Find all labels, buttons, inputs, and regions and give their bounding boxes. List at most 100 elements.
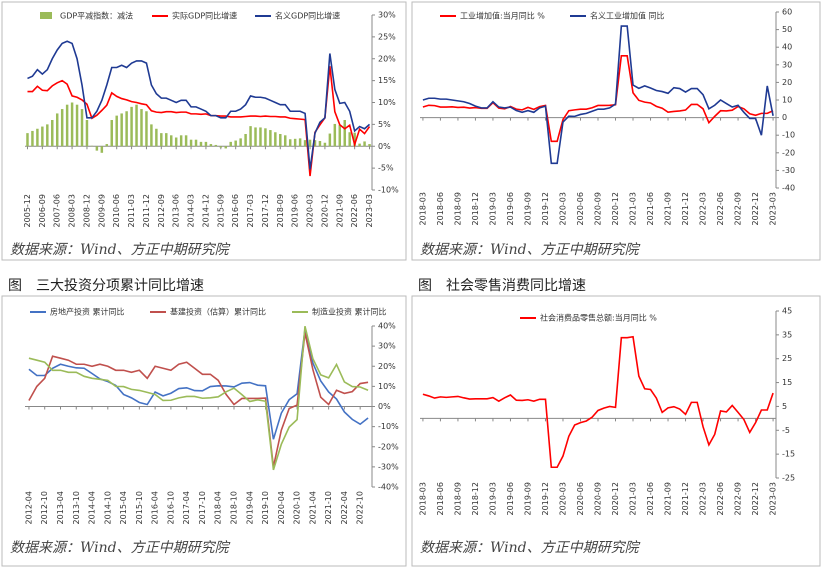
panel-frame: [411, 295, 821, 567]
x-tick-label: 2021-10: [324, 491, 333, 524]
bar: [65, 104, 69, 147]
line: [422, 25, 774, 165]
x-tick-label: 2012-10: [40, 491, 49, 524]
bar: [174, 137, 178, 147]
x-tick-label: 2012-09: [157, 194, 166, 227]
bar: [60, 109, 64, 147]
bar: [150, 124, 153, 147]
y-tick-label: 45: [782, 307, 792, 316]
bar: [169, 135, 173, 147]
y-tick-label: 25: [782, 354, 792, 363]
x-tick-label: 2015-10: [135, 491, 144, 524]
x-tick-label: 2022-09: [734, 482, 743, 515]
bar: [298, 138, 302, 147]
bar: [145, 111, 148, 147]
legend-label: 工业增加值:当月同比 %: [460, 11, 545, 21]
y-tick-label: 20%: [378, 54, 396, 63]
y-tick-label: -30%: [378, 462, 399, 471]
bar: [358, 143, 361, 147]
y-tick-label: 0%: [378, 142, 391, 151]
x-tick-label: 2019-12: [541, 192, 550, 225]
x-tick-label: 2018-06: [436, 482, 445, 515]
bar: [41, 126, 44, 147]
bar: [269, 130, 272, 147]
bar: [214, 144, 218, 147]
y-tick-label: -10%: [378, 186, 399, 195]
bar: [189, 139, 193, 147]
x-tick-label: 2023-03: [769, 192, 778, 225]
x-tick-label: 2009-09: [97, 194, 106, 227]
x-tick-label: 2015-09: [216, 194, 225, 227]
bar: [254, 127, 257, 147]
bar: [194, 139, 198, 147]
y-tick-label: -40: [782, 184, 795, 193]
x-tick-label: 2018-10: [229, 491, 238, 524]
x-tick-label: 2021-03: [629, 482, 638, 515]
y-tick-label: -30: [782, 166, 795, 175]
x-tick-label: 2006-09: [38, 194, 47, 227]
x-tick-label: 2021-12: [681, 482, 690, 515]
x-tick-label: 2019-04: [245, 491, 254, 524]
bar: [239, 138, 242, 147]
bar: [184, 135, 188, 147]
bar: [368, 144, 371, 147]
x-tick-label: 2022-09: [734, 192, 743, 225]
bar: [274, 132, 277, 147]
x-tick-label: 2011-03: [127, 194, 136, 227]
x-tick-label: 2018-06: [436, 192, 445, 225]
bar: [219, 146, 223, 148]
y-tick-label: 30%: [378, 11, 396, 20]
bar: [51, 120, 54, 147]
bar: [279, 134, 282, 147]
x-tick-label: 2016-10: [166, 491, 175, 524]
x-tick-label: 2022-12: [751, 482, 760, 515]
legend-label: 基建投资（估算）累计同比: [170, 307, 266, 317]
x-tick-label: 2020-12: [611, 482, 620, 515]
y-tick-label: 40: [782, 43, 792, 52]
x-tick-label: 2015-04: [119, 491, 128, 524]
bar: [288, 139, 292, 147]
x-tick-label: 2022-06: [716, 482, 725, 515]
x-tick-label: 2014-03: [187, 194, 196, 227]
x-tick-label: 2017-03: [246, 194, 255, 227]
x-tick-label: 2018-12: [471, 482, 480, 515]
x-tick-label: 2022-03: [699, 482, 708, 515]
y-tick-label: 15: [782, 378, 792, 387]
bar: [249, 126, 252, 147]
x-tick-label: 2014-12: [201, 194, 210, 227]
x-tick-label: 2020-09: [594, 482, 603, 515]
x-tick-label: 2023-03: [365, 194, 374, 227]
source-note: 数据来源：Wind、方正中期研究院: [10, 540, 231, 556]
bar: [363, 141, 366, 147]
bar: [234, 140, 237, 147]
bar: [343, 120, 346, 147]
x-tick-label: 2019-03: [488, 482, 497, 515]
y-tick-label: 10%: [378, 382, 396, 391]
bar: [135, 104, 138, 147]
panel-frame: [1, 1, 407, 261]
x-tick-label: 2013-10: [72, 491, 81, 524]
bar: [120, 113, 123, 147]
y-tick-label: 10: [782, 96, 792, 105]
y-tick-label: -10%: [378, 422, 399, 431]
x-tick-label: 2018-03: [418, 482, 427, 515]
source-note: 数据来源：Wind、方正中期研究院: [420, 540, 641, 556]
x-tick-label: 2007-06: [53, 194, 62, 227]
legend-swatch: [40, 12, 52, 19]
legend-label: GDP平减指数：减法: [60, 11, 133, 21]
line: [27, 40, 371, 170]
legend-label: 名义工业增加值 同比: [590, 11, 665, 21]
bar: [55, 113, 59, 147]
y-tick-label: -25: [782, 474, 795, 483]
bar: [26, 133, 29, 147]
y-tick-label: 40%: [378, 322, 396, 331]
bar: [259, 127, 262, 147]
x-tick-label: 2020-09: [594, 192, 603, 225]
y-tick-label: 60: [782, 8, 792, 17]
x-tick-label: 2022-03: [699, 192, 708, 225]
y-tick-label: 50: [782, 25, 792, 34]
bar: [70, 102, 74, 147]
chart-title: 图 三大投资分项累计同比增速: [8, 278, 204, 294]
bar: [293, 138, 297, 147]
bar: [140, 109, 143, 147]
